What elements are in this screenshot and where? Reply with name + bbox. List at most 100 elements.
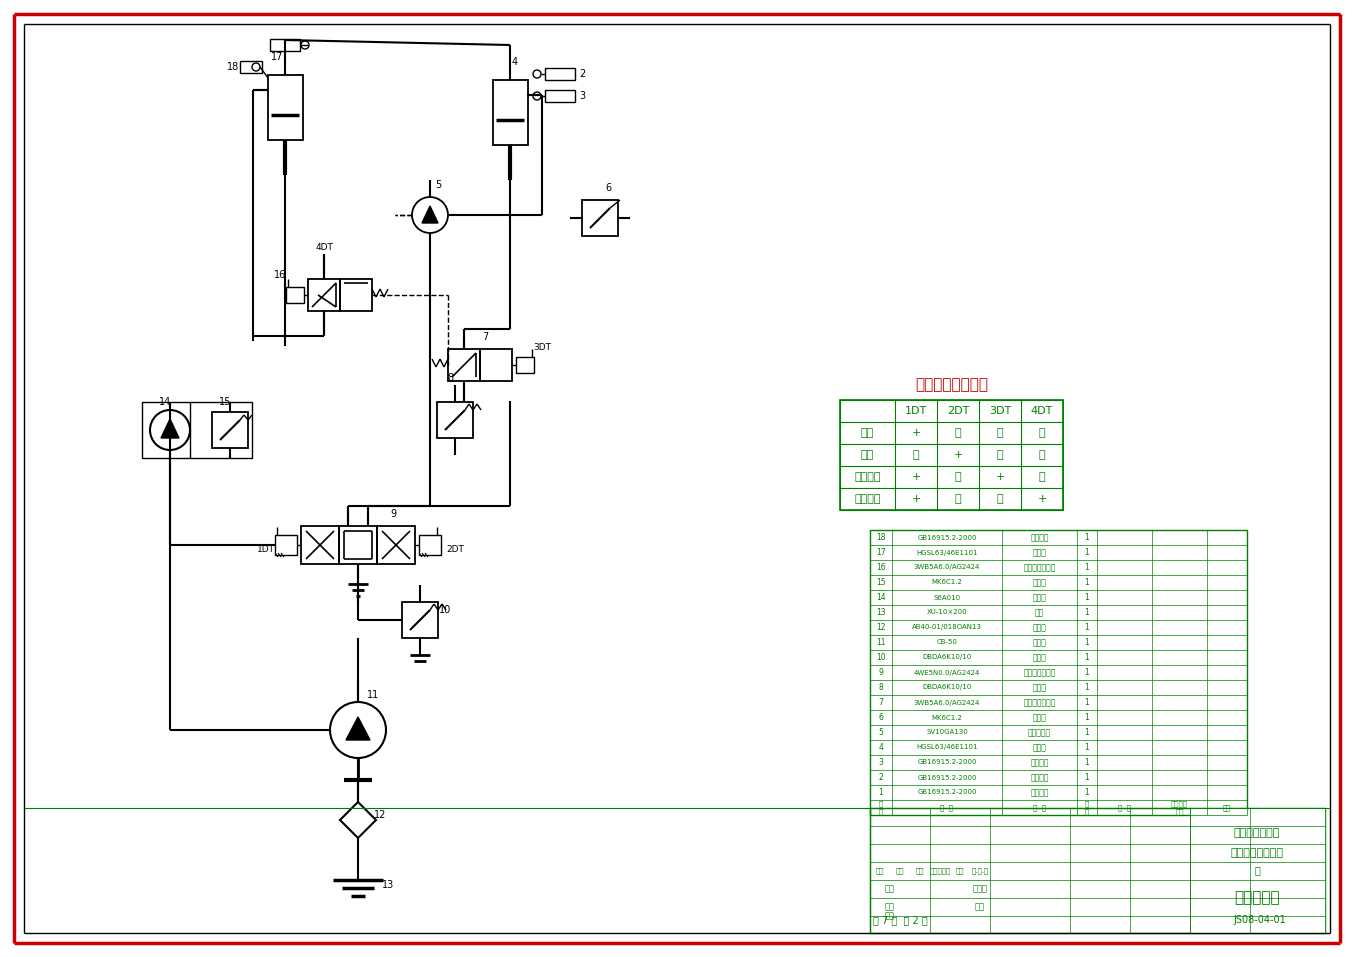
Text: AB40-01/018OAN13: AB40-01/018OAN13 (913, 625, 982, 631)
Text: 分区: 分区 (915, 868, 925, 875)
Text: 溢流阀: 溢流阀 (1033, 653, 1047, 662)
Text: 3: 3 (580, 91, 585, 101)
Bar (340, 279, 372, 311)
Text: 1: 1 (1085, 788, 1090, 797)
Text: 11: 11 (367, 690, 379, 700)
Text: 13: 13 (876, 608, 886, 617)
Text: 1: 1 (1085, 713, 1090, 722)
Circle shape (150, 410, 190, 450)
Text: 溢流阀: 溢流阀 (1033, 683, 1047, 692)
Text: 12: 12 (876, 623, 886, 632)
Text: 1: 1 (1085, 668, 1090, 677)
Text: +: + (911, 428, 921, 438)
Polygon shape (422, 206, 437, 223)
Bar (240, 61, 263, 73)
Text: 单向阀: 单向阀 (1033, 593, 1047, 602)
Text: 1: 1 (1085, 593, 1090, 602)
Bar (286, 287, 305, 303)
Text: 共 7 张  第 2 张: 共 7 张 第 2 张 (872, 915, 927, 925)
Text: 滤油器: 滤油器 (1033, 623, 1047, 632)
Text: 年.月.日: 年.月.日 (971, 868, 988, 875)
Text: 7: 7 (482, 332, 489, 342)
Text: 2: 2 (580, 69, 585, 79)
Text: 名  称: 名 称 (1033, 804, 1047, 811)
Text: 油箱: 油箱 (1034, 608, 1044, 617)
Text: 17: 17 (876, 548, 886, 557)
Text: 2DT: 2DT (445, 545, 464, 553)
Text: 11: 11 (876, 638, 886, 647)
Text: 18: 18 (227, 62, 240, 72)
Text: 1: 1 (1085, 653, 1090, 662)
Text: －: － (997, 450, 1003, 460)
Text: 16: 16 (876, 563, 886, 572)
Text: 3: 3 (879, 758, 883, 767)
Bar (213, 412, 248, 448)
Text: 1: 1 (1085, 683, 1090, 692)
Text: 升降缸: 升降缸 (1033, 548, 1047, 557)
Text: 13: 13 (382, 880, 394, 890)
Text: 两位三通电磁阀: 两位三通电磁阀 (1024, 698, 1056, 707)
Bar (546, 68, 575, 80)
Text: 6: 6 (605, 183, 611, 193)
Text: 10: 10 (876, 653, 886, 662)
Circle shape (533, 92, 542, 100)
Text: +: + (953, 450, 963, 460)
Text: 标记: 标记 (876, 868, 884, 875)
Text: －: － (997, 494, 1003, 504)
Text: S6A010: S6A010 (933, 594, 960, 600)
Text: 3DT: 3DT (988, 406, 1011, 416)
Text: 5: 5 (879, 728, 883, 737)
Bar (268, 75, 303, 140)
Text: 12: 12 (374, 810, 386, 820)
Circle shape (533, 70, 542, 78)
Text: 1: 1 (1085, 638, 1090, 647)
Text: 8: 8 (447, 373, 454, 383)
Text: 材  料: 材 料 (1118, 804, 1131, 811)
Text: +: + (1037, 494, 1047, 504)
Text: 16: 16 (274, 270, 286, 280)
Text: 升降缸: 升降缸 (1033, 743, 1047, 752)
Text: 1: 1 (1085, 548, 1090, 557)
Text: 17: 17 (271, 52, 283, 62)
Text: 黑龙江工程学院: 黑龙江工程学院 (1233, 828, 1280, 838)
Text: 3DT: 3DT (533, 343, 551, 351)
Text: DBDA6K10/10: DBDA6K10/10 (922, 655, 972, 660)
Text: 下位开关: 下位开关 (1030, 758, 1049, 767)
Text: 1: 1 (1085, 758, 1090, 767)
Text: －: － (955, 494, 961, 504)
Bar (839, 400, 1063, 510)
Bar (307, 279, 340, 311)
Bar (269, 39, 301, 51)
Bar (301, 526, 338, 564)
Text: 7: 7 (879, 698, 883, 707)
Text: 数
量: 数 量 (1085, 800, 1089, 814)
Text: 1: 1 (1085, 563, 1090, 572)
Text: +: + (911, 472, 921, 482)
Text: JS08-04-01: JS08-04-01 (1233, 915, 1286, 925)
Text: 14: 14 (876, 593, 886, 602)
Text: 10: 10 (439, 605, 451, 615)
Text: 9: 9 (879, 668, 883, 677)
Bar (546, 90, 575, 102)
Text: 两位三通电磁阀: 两位三通电磁阀 (1024, 563, 1056, 572)
Text: 1: 1 (1085, 533, 1090, 542)
Bar (871, 530, 1247, 815)
Text: 1: 1 (879, 788, 883, 797)
Text: 升程开关: 升程开关 (1030, 773, 1049, 782)
Bar (1190, 808, 1326, 933)
Circle shape (252, 63, 260, 71)
Text: 8: 8 (879, 683, 883, 692)
Text: 3WB5A6.0/AG2424: 3WB5A6.0/AG2424 (914, 565, 980, 570)
Bar (582, 200, 617, 236)
Text: 处数: 处数 (896, 868, 904, 875)
Text: 批准: 批准 (975, 902, 984, 911)
Text: MK6C1.2: MK6C1.2 (932, 580, 963, 586)
Text: 下降: 下降 (861, 450, 875, 460)
Text: 1DT: 1DT (904, 406, 927, 416)
Text: 2DT: 2DT (946, 406, 969, 416)
Text: 1: 1 (1085, 743, 1090, 752)
Text: 液压泵: 液压泵 (1033, 638, 1047, 647)
Text: －: － (955, 428, 961, 438)
Text: 1: 1 (1085, 578, 1090, 587)
Bar (376, 526, 414, 564)
